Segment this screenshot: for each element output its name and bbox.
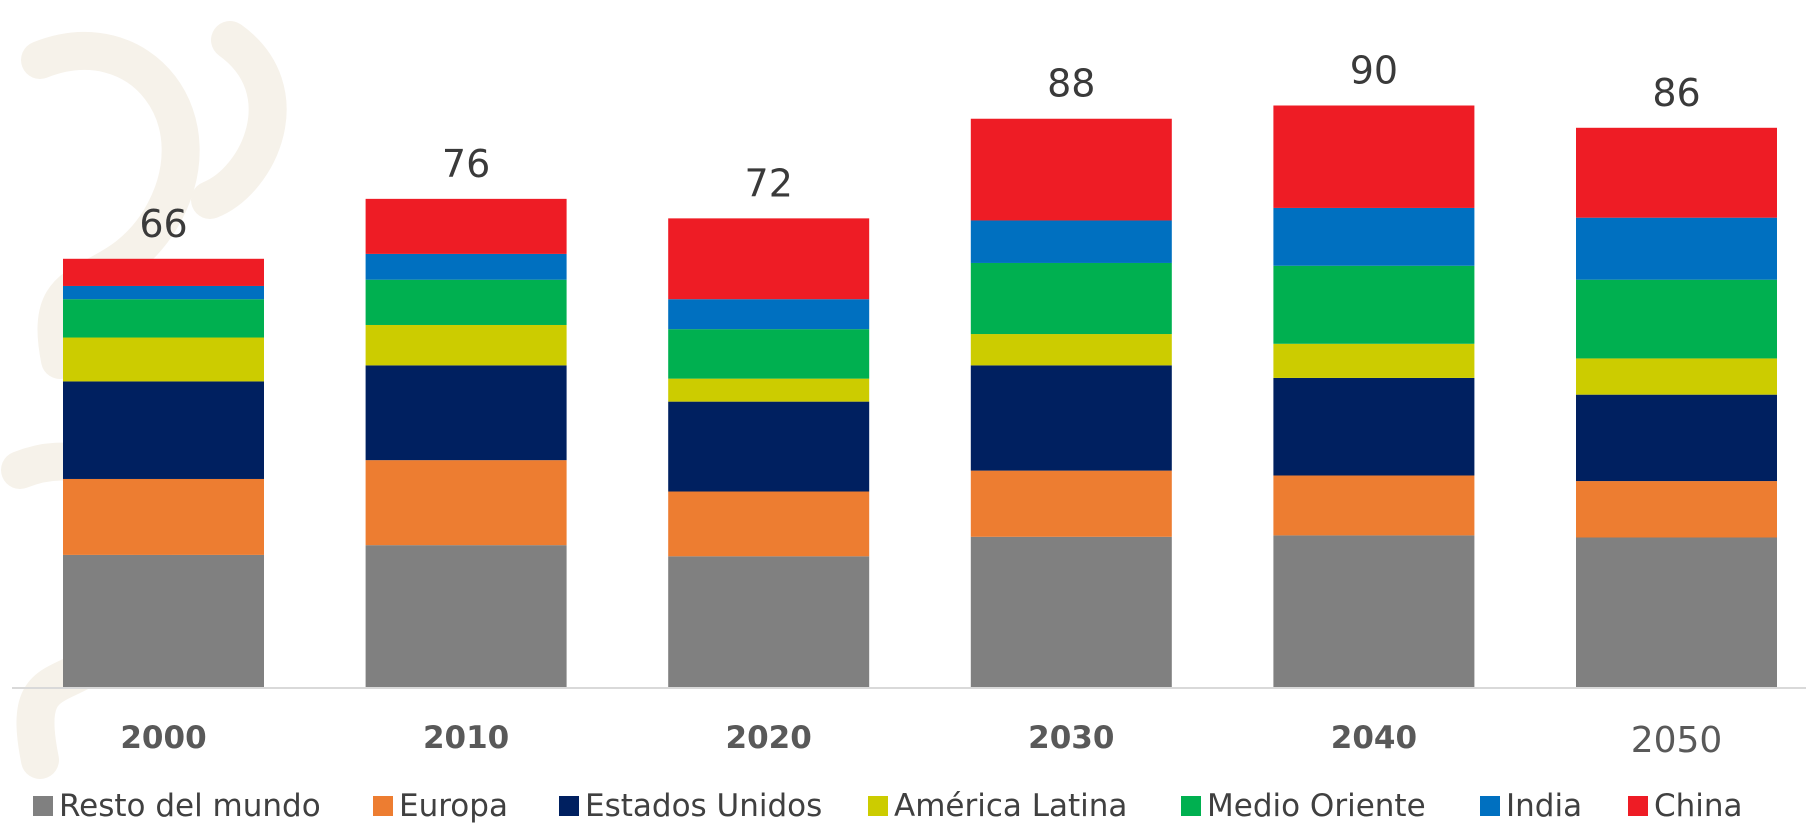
bar-segment-2020-4 xyxy=(668,329,870,379)
legend-swatch-4 xyxy=(1181,796,1201,816)
legend-label-3: América Latina xyxy=(894,788,1127,824)
bar-segment-2000-5 xyxy=(63,285,264,300)
legend-item-0: Resto del mundo xyxy=(33,788,321,824)
bar-segment-2030-3 xyxy=(970,334,1172,366)
total-label-2020: 72 xyxy=(745,161,793,205)
legend-swatch-2 xyxy=(559,796,579,816)
bar-segment-2020-2 xyxy=(668,401,870,492)
bar-segment-2010-4 xyxy=(365,279,567,325)
x-tick-label-2030: 2030 xyxy=(1028,720,1114,756)
bar-segment-2000-1 xyxy=(63,478,264,555)
total-label-2000: 66 xyxy=(139,202,187,246)
x-tick-label-2050: 2050 xyxy=(1631,720,1723,761)
bar-segment-2020-3 xyxy=(668,378,870,402)
bar-segment-2000-4 xyxy=(63,299,264,338)
bar-segment-2040-6 xyxy=(1273,105,1475,208)
bar-segment-2050-5 xyxy=(1576,217,1777,280)
bar-segment-2000-0 xyxy=(63,554,264,688)
x-tick-label-2010: 2010 xyxy=(423,720,509,756)
legend-label-1: Europa xyxy=(399,788,508,824)
legend-item-3: América Latina xyxy=(868,788,1127,824)
bar-stack-2030 xyxy=(970,118,1172,688)
bar-segment-2040-4 xyxy=(1273,265,1475,344)
bar-segment-2050-6 xyxy=(1576,127,1777,218)
bar-segment-2050-0 xyxy=(1576,537,1777,688)
totals-layer: 66 76 72 88 90 86 xyxy=(139,49,1700,246)
total-label-2050: 86 xyxy=(1652,71,1700,115)
x-tick-label-2000: 2000 xyxy=(120,720,206,756)
legend-label-6: China xyxy=(1654,788,1743,824)
x-axis-ticks: 2000 2010 2020 2030 2040 2050 xyxy=(120,720,1722,761)
bar-segment-2040-1 xyxy=(1273,475,1475,536)
bar-segment-2000-2 xyxy=(63,381,264,479)
bar-segment-2010-6 xyxy=(365,198,567,254)
bar-segment-2040-0 xyxy=(1273,535,1475,688)
legend-swatch-5 xyxy=(1480,796,1500,816)
legend: Resto del mundo Europa Estados Unidos Améri… xyxy=(33,788,1743,824)
bar-stack-2000 xyxy=(63,258,264,688)
bar-segment-2010-2 xyxy=(365,365,567,461)
bar-segment-2030-5 xyxy=(970,220,1172,263)
bar-segment-2030-6 xyxy=(970,118,1172,221)
total-label-2040: 90 xyxy=(1350,49,1398,93)
bar-stack-2020 xyxy=(668,218,870,688)
bars-layer xyxy=(63,105,1777,688)
bar-segment-2020-6 xyxy=(668,218,870,300)
legend-swatch-3 xyxy=(868,796,888,816)
legend-swatch-0 xyxy=(33,796,53,816)
bar-segment-2010-1 xyxy=(365,460,567,546)
bar-segment-2050-4 xyxy=(1576,279,1777,359)
bar-segment-2010-3 xyxy=(365,324,567,366)
bar-segment-2040-2 xyxy=(1273,377,1475,476)
bar-segment-2010-0 xyxy=(365,545,567,688)
bar-segment-2040-5 xyxy=(1273,207,1475,266)
bar-segment-2020-5 xyxy=(668,299,870,330)
bar-segment-2010-5 xyxy=(365,253,567,280)
bar-stack-2040 xyxy=(1273,105,1475,688)
bar-segment-2050-1 xyxy=(1576,481,1777,538)
x-tick-label-2020: 2020 xyxy=(726,720,812,756)
legend-label-4: Medio Oriente xyxy=(1207,788,1426,824)
x-tick-label-2040: 2040 xyxy=(1331,720,1417,756)
legend-item-2: Estados Unidos xyxy=(559,788,822,824)
legend-label-2: Estados Unidos xyxy=(585,788,822,824)
total-label-2030: 88 xyxy=(1047,62,1095,106)
legend-item-4: Medio Oriente xyxy=(1181,788,1426,824)
legend-swatch-1 xyxy=(373,796,393,816)
bar-segment-2050-2 xyxy=(1576,394,1777,482)
legend-label-5: India xyxy=(1506,788,1582,824)
legend-item-5: India xyxy=(1480,788,1582,824)
legend-label-0: Resto del mundo xyxy=(59,788,321,824)
total-label-2010: 76 xyxy=(442,142,490,186)
bar-stack-2050 xyxy=(1576,127,1777,688)
bar-segment-2020-0 xyxy=(668,556,870,688)
legend-item-1: Europa xyxy=(373,788,508,824)
legend-swatch-6 xyxy=(1628,796,1648,816)
bar-stack-2010 xyxy=(365,198,567,688)
bar-segment-2030-4 xyxy=(970,262,1172,335)
bar-segment-2030-0 xyxy=(970,536,1172,688)
bar-segment-2050-3 xyxy=(1576,358,1777,395)
bar-segment-2040-3 xyxy=(1273,343,1475,378)
bar-segment-2030-1 xyxy=(970,470,1172,537)
bar-segment-2020-1 xyxy=(668,491,870,557)
bar-segment-2000-3 xyxy=(63,337,264,382)
legend-item-6: China xyxy=(1628,788,1743,824)
bar-segment-2000-6 xyxy=(63,258,264,286)
bar-segment-2030-2 xyxy=(970,365,1172,471)
